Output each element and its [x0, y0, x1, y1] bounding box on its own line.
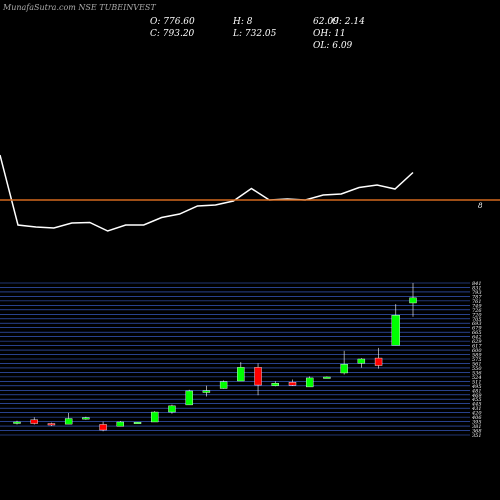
y-tick-label: 749: [472, 303, 482, 309]
y-tick-label: 481: [471, 388, 482, 394]
candle-body: [133, 422, 142, 424]
y-tick-label: 536: [472, 370, 482, 376]
y-tick-label: 617: [472, 344, 482, 350]
oh-value: OH: 11: [313, 29, 346, 39]
candle-body: [47, 423, 56, 426]
candle-body: [185, 390, 193, 406]
y-tick-label: 726: [472, 308, 482, 314]
low-value: L: 732.05: [233, 29, 277, 39]
candle-body: [202, 390, 211, 393]
candle: [391, 304, 400, 346]
candle-body: [82, 417, 90, 420]
candle-body: [391, 315, 400, 346]
y-tick-label: 679: [472, 326, 482, 332]
y-tick-label: 368: [472, 429, 482, 435]
y-tick-label: 431: [471, 406, 482, 412]
y-tick-label: 455: [471, 397, 482, 403]
y-tick-label: 550: [472, 366, 482, 372]
y-tick-label: 665: [472, 330, 482, 336]
y-tick-label: 761: [472, 299, 482, 305]
candle-body: [254, 367, 262, 386]
candle: [64, 412, 73, 425]
candle: [99, 421, 107, 432]
close-value: C: 793.20: [150, 29, 195, 39]
y-tick-label: 629: [472, 339, 482, 345]
candle: [340, 350, 348, 375]
candle: [116, 421, 125, 427]
y-tick-label: 469: [471, 393, 482, 399]
y-tick-label: 787: [472, 294, 482, 300]
candle-body: [151, 411, 159, 423]
y-tick-label: 351: [472, 433, 482, 439]
candle-body: [219, 381, 228, 389]
price-grid: [0, 282, 470, 436]
y-tick-label: 420: [471, 411, 482, 417]
y-tick-label: 561: [472, 361, 482, 367]
y-tick-label: 445: [471, 402, 482, 408]
candle: [185, 389, 193, 406]
y-tick-label: 831: [472, 285, 482, 291]
candle: [168, 404, 176, 414]
candle: [82, 416, 90, 420]
candle: [357, 358, 366, 368]
candle-body: [99, 424, 107, 431]
candlestick-series: [13, 283, 417, 432]
price-line: [0, 154, 414, 232]
candle: [151, 411, 159, 423]
y-tick-label: 406: [471, 415, 482, 421]
y-tick-label: 395: [472, 420, 482, 426]
y-tick-label: 511: [472, 379, 482, 385]
y-tick-label: 589: [472, 353, 482, 359]
y-tick-label: 575: [472, 357, 482, 363]
candle-body: [288, 382, 297, 386]
ol-value: OL: 6.09: [313, 41, 353, 51]
y-tick-label: 693: [472, 321, 482, 327]
candle: [237, 362, 245, 382]
candle: [323, 376, 331, 379]
candle-body: [340, 364, 348, 374]
candle-body: [168, 405, 176, 413]
candle: [288, 379, 297, 386]
candle: [219, 380, 228, 389]
candle: [409, 283, 417, 317]
candle-body: [30, 419, 38, 424]
y-tick-label: 841: [472, 281, 482, 287]
x-tick-label: 8: [478, 202, 483, 210]
candle-body: [116, 421, 125, 427]
candle-body: [409, 297, 417, 304]
y-tick-label: 793: [472, 290, 482, 296]
y-tick-label: 642: [472, 335, 482, 341]
candle-body: [305, 377, 314, 388]
y-tick-label: 600: [472, 348, 482, 354]
candle: [202, 385, 211, 397]
price-line-panel: [0, 154, 414, 232]
candle: [47, 422, 56, 427]
candle-body: [64, 418, 73, 425]
y-tick-label: 495: [471, 384, 482, 390]
y-tick-label: 524: [472, 375, 482, 381]
open-value: O: 776.60: [150, 17, 195, 27]
candle-body: [13, 421, 21, 424]
candle-body: [237, 367, 245, 382]
candle-body: [374, 357, 383, 366]
extra-value: 62.09: [313, 17, 339, 27]
candle: [30, 417, 38, 425]
candle-body: [357, 358, 366, 364]
candle: [254, 363, 262, 396]
candle: [374, 347, 383, 369]
candle-body: [271, 382, 279, 386]
candle: [305, 376, 314, 388]
y-tick-label: 720: [472, 312, 482, 318]
y-axis-tick-labels: 8418317937877617497267207056936796656426…: [471, 281, 482, 439]
change-value: C: 2.14: [332, 17, 365, 27]
y-tick-label: 705: [472, 317, 482, 323]
high-value: H: 8: [233, 17, 253, 27]
candle: [133, 421, 142, 424]
candle: [13, 420, 21, 425]
candle-body: [323, 376, 331, 379]
chart-title: MunafaSutra.com NSE TUBEINVEST: [3, 3, 156, 12]
candle: [271, 381, 279, 387]
y-tick-label: 381: [472, 424, 482, 430]
